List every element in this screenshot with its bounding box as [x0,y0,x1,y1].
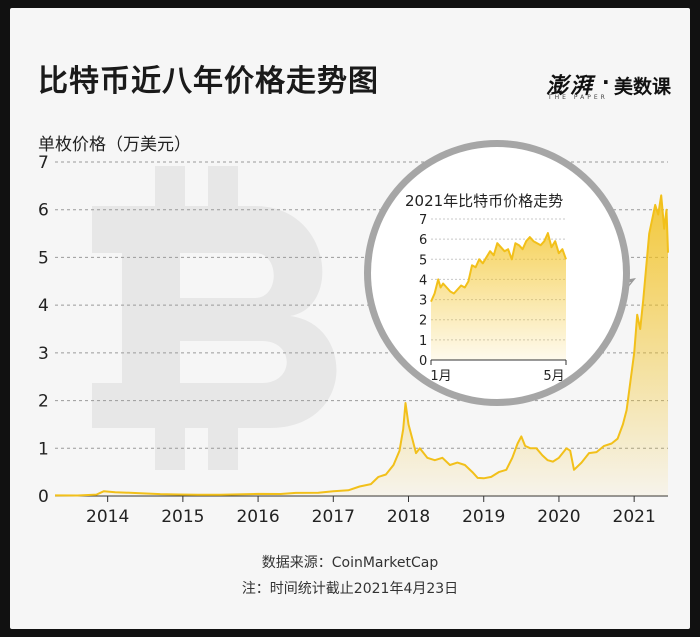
inset-y-tick-label: 5 [419,253,427,268]
inset-y-tick-label: 6 [419,233,427,248]
x-tick-label: 2016 [236,507,279,527]
data-source: 数据来源：CoinMarketCap [261,555,439,571]
price-line [54,194,669,497]
inset-y-axis: 0 1 2 3 4 5 6 7 [419,213,427,369]
inset-x-tick-label: 5月 [543,369,564,384]
x-tick-label: 2020 [537,507,580,527]
inset-x-axis: 1月 5月 [430,359,567,384]
x-tick-label: 2018 [387,507,430,527]
y-tick-label: 6 [38,201,49,221]
inset-y-tick-label: 2 [419,314,427,329]
x-tick-label: 2014 [86,507,129,527]
inset-y-tick-label: 4 [419,273,427,288]
inset-y-tick-label: 3 [419,294,427,309]
bitcoin-watermark-icon [92,166,337,470]
x-tick-label: 2017 [312,507,355,527]
x-tick-label: 2015 [161,507,204,527]
x-axis: 2014 2015 2016 2017 2018 2019 2020 2021 [86,496,656,527]
y-axis-label: 单枚价格（万美元） [38,135,191,155]
page-title: 比特币近八年价格走势图 [38,64,379,99]
price-area [55,195,668,496]
y-tick-label: 0 [38,487,49,507]
y-tick-label: 4 [38,296,49,316]
inset-x-tick-label: 1月 [430,369,451,384]
x-tick-label: 2019 [462,507,505,527]
y-tick-label: 7 [38,153,49,173]
x-tick-label: 2021 [613,507,656,527]
inset-y-tick-label: 7 [419,213,427,228]
inset-title: 2021年比特币价格走势 [405,192,563,210]
y-tick-label: 2 [38,392,49,412]
inset-y-tick-label: 1 [419,334,427,349]
inset-price-line [430,232,567,303]
brand-section-name: 美数课 [614,76,672,98]
inset-price-area [431,233,566,360]
brand-logo-subtext: THE PAPER [548,94,608,101]
infographic-card: 比特币近八年价格走势图 澎湃 THE PAPER · 美数课 单枚价格（万美元） [10,8,690,629]
y-axis: 0 1 2 3 4 5 6 7 [38,153,49,507]
y-tick-label: 5 [38,248,49,268]
y-tick-label: 1 [38,439,49,459]
inset-callout: 0 1 2 3 4 5 6 7 1月 5月 2021年比特币价格走势 [364,140,636,406]
brand-separator: · [602,70,610,94]
y-tick-label: 3 [38,344,49,364]
brand-logo: 澎湃 [546,74,595,99]
inset-y-tick-label: 0 [419,354,427,369]
footnote: 注：时间统计截止2021年4月23日 [241,581,459,597]
